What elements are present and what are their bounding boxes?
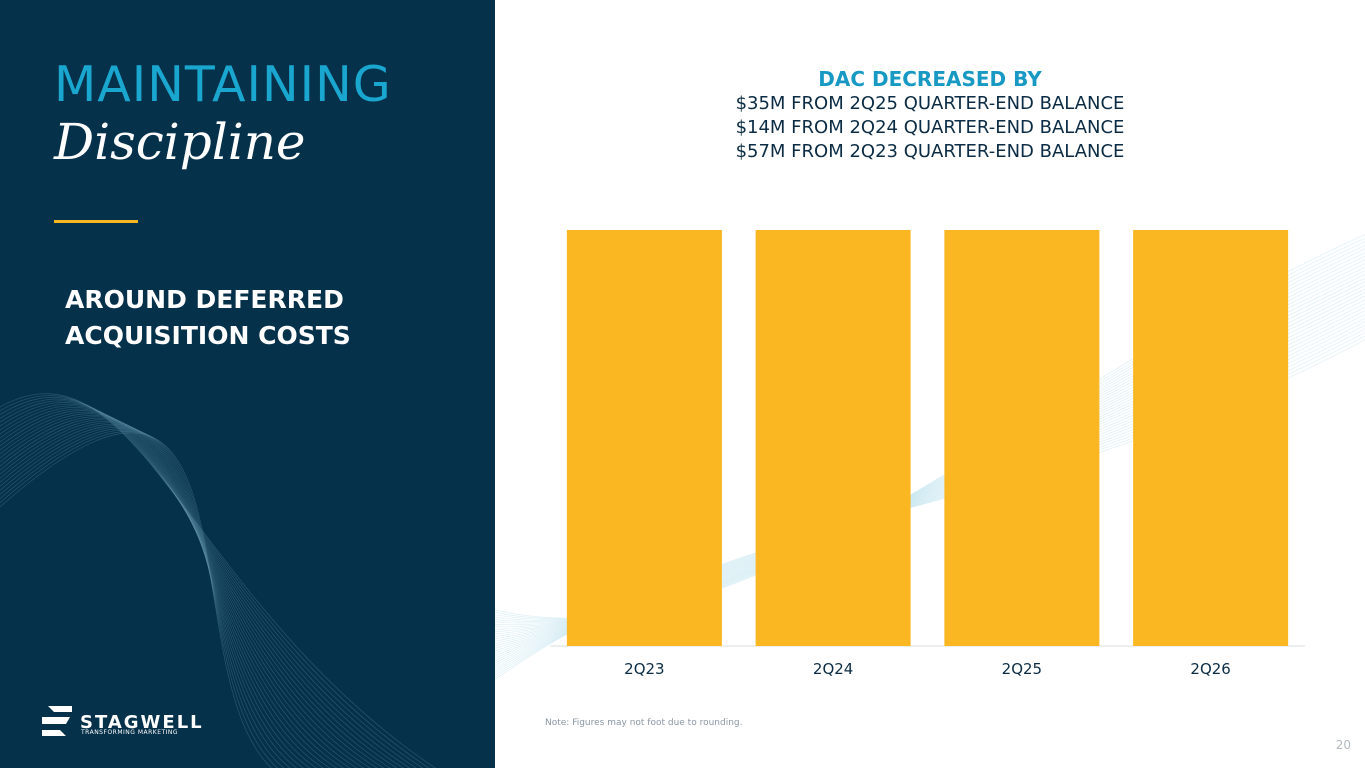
wave-line (0, 407, 385, 768)
wave-line (0, 405, 392, 768)
wave-line (0, 411, 365, 768)
slide-title-line1: MAINTAINING (54, 56, 392, 113)
page-number: 20 (1335, 738, 1351, 752)
wave-line (0, 431, 279, 768)
header-line-3: $57M FROM 2Q23 QUARTER-END BALANCE (735, 141, 1125, 162)
left-panel: MAINTAINING Discipline AROUND DEFERRED A… (0, 0, 495, 768)
stagwell-logo: STAGWELL TRANSFORMING MARKETING (40, 704, 210, 738)
bar-2Q25 (944, 230, 1100, 646)
dac-bar-chart: $114M2Q23$71M2Q24$92M2Q25$57M2Q26 (550, 230, 1305, 678)
wave-line (0, 426, 298, 768)
stagwell-logo-icon (42, 706, 72, 736)
wave-line (0, 393, 436, 768)
wave-line (0, 425, 305, 768)
wave-line (0, 432, 273, 768)
x-tick-label-2Q25: 2Q25 (1002, 660, 1042, 678)
x-tick-label-2Q23: 2Q23 (624, 660, 664, 678)
x-tick-label-2Q26: 2Q26 (1190, 660, 1230, 678)
wave-line (0, 422, 317, 768)
header-line-2: $14M FROM 2Q24 QUARTER-END BALANCE (735, 117, 1125, 138)
wave-line (0, 423, 311, 768)
wave-line (0, 408, 378, 768)
bar-2Q23 (566, 230, 722, 646)
brand-tagline: TRANSFORMING MARKETING (81, 729, 179, 736)
wave-line (0, 420, 325, 768)
bar-2Q26 (1133, 230, 1289, 646)
wave-line (0, 396, 424, 768)
slide-subtitle: AROUND DEFERRED ACQUISITION COSTS (65, 282, 465, 354)
wave-line (0, 413, 358, 768)
brand-name: STAGWELL (80, 712, 204, 733)
subtitle-line1: AROUND DEFERRED (65, 285, 344, 314)
wave-line (0, 419, 331, 768)
wave-line (0, 428, 292, 768)
header-title: DAC DECREASED BY (818, 67, 1042, 91)
wave-pattern-decoration (0, 393, 436, 768)
wave-line (0, 429, 285, 768)
slide-title-line2: Discipline (54, 113, 306, 171)
wave-line (0, 403, 398, 768)
wave-line (0, 418, 338, 768)
accent-divider (54, 220, 138, 223)
wave-line (0, 400, 411, 768)
wave-line (0, 402, 405, 768)
wave-line (0, 416, 345, 768)
wave-line (0, 414, 352, 768)
chart-header: DAC DECREASED BY $35M FROM 2Q25 QUARTER-… (560, 66, 1300, 164)
footnote: Note: Figures may not foot due to roundi… (545, 718, 743, 728)
bar-2Q24 (755, 230, 911, 647)
header-line-1: $35M FROM 2Q25 QUARTER-END BALANCE (735, 93, 1125, 114)
wave-line (0, 398, 418, 768)
wave-line (0, 395, 430, 768)
wave-line (0, 410, 372, 768)
x-tick-label-2Q24: 2Q24 (813, 660, 853, 678)
subtitle-line2: ACQUISITION COSTS (65, 321, 351, 350)
